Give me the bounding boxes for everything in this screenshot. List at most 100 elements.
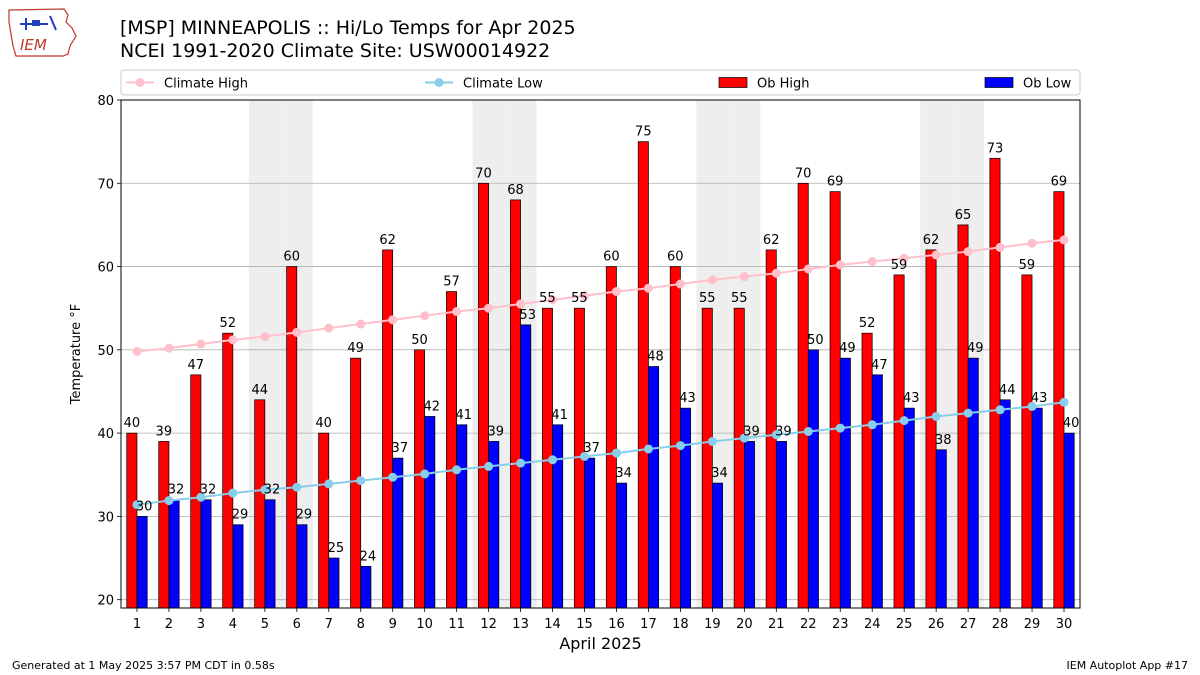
ob-low-bar	[616, 482, 628, 609]
ob-low-label: 49	[839, 341, 856, 356]
ob-high-label: 52	[859, 316, 876, 331]
climate-low-point	[995, 405, 1005, 415]
climate-high-point	[452, 307, 462, 317]
ob-low-bar	[680, 407, 691, 609]
climate-high-point	[420, 311, 430, 321]
climate-low-point	[420, 469, 430, 479]
ob-high-label: 60	[603, 250, 620, 265]
x-tick-label: 19	[704, 617, 721, 632]
climate-low-point	[771, 430, 781, 440]
ob-low-label: 29	[232, 508, 249, 523]
climate-high-point	[739, 272, 749, 282]
legend-ob-low-label: Ob Low	[1023, 77, 1072, 92]
x-tick-label: 29	[1024, 617, 1041, 632]
ob-low-bar	[424, 416, 436, 609]
ob-high-label: 55	[539, 291, 556, 306]
ob-low-label: 43	[1031, 391, 1048, 406]
ob-high-bar	[861, 332, 873, 609]
climate-high-point	[1027, 238, 1037, 248]
climate-high-point	[963, 247, 973, 257]
climate-high-line	[136, 238, 1065, 353]
ob-high-bar	[829, 191, 841, 609]
ob-low-label: 39	[775, 424, 792, 439]
footer-generated-text: Generated at 1 May 2025 3:57 PM CDT in 0…	[12, 659, 275, 672]
climate-low-point	[931, 411, 941, 421]
x-tick-label: 26	[928, 617, 945, 632]
x-tick-label: 17	[640, 617, 657, 632]
ob-high-label: 75	[635, 125, 652, 140]
ob-low-bar	[584, 457, 596, 609]
climate-low-point	[452, 465, 462, 475]
x-tick-label: 8	[357, 617, 365, 632]
ob-high-bar	[893, 274, 905, 609]
ob-low-label: 37	[392, 441, 409, 456]
climate-high-point	[899, 253, 909, 263]
legend-climate-high-label: Climate High	[164, 77, 248, 92]
ob-high-label: 40	[315, 416, 332, 431]
ob-high-label: 65	[955, 208, 972, 223]
y-tick-label: 80	[97, 94, 114, 109]
ob-high-label: 59	[891, 258, 908, 273]
climate-high-point	[611, 287, 621, 297]
x-tick-label: 10	[416, 617, 433, 632]
ob-high-bar	[925, 249, 937, 609]
x-tick-label: 23	[832, 617, 849, 632]
x-tick-label: 24	[864, 617, 881, 632]
ob-low-label: 30	[136, 499, 153, 514]
climate-high-point	[835, 260, 845, 270]
ob-high-bar	[446, 291, 457, 609]
ob-high-label: 69	[1051, 175, 1068, 190]
x-tick-label: 13	[512, 617, 529, 632]
climate-low-point	[643, 444, 653, 454]
ob-low-bar	[360, 566, 372, 609]
climate-high-point	[771, 268, 781, 278]
ob-low-label: 24	[360, 549, 377, 564]
climate-low-point	[803, 426, 813, 436]
ob-low-label: 32	[168, 483, 185, 498]
ob-low-bar	[839, 357, 851, 609]
ob-low-bar	[552, 424, 564, 609]
ob-low-label: 43	[679, 391, 696, 406]
x-tick-label: 20	[736, 617, 753, 632]
ob-high-bar	[222, 332, 234, 609]
ob-high-label: 50	[411, 333, 428, 348]
climate-low-point	[580, 451, 590, 461]
ob-low-label: 34	[615, 466, 632, 481]
x-tick-label: 12	[480, 617, 497, 632]
y-axis-title: Temperature °F	[69, 304, 84, 405]
ob-high-bar	[605, 266, 617, 609]
climate-high-point	[484, 303, 494, 313]
y-tick-label: 50	[97, 344, 114, 359]
x-tick-label: 22	[800, 617, 817, 632]
ob-high-bar	[318, 432, 330, 609]
ob-high-bar	[1021, 274, 1033, 609]
x-tick-label: 2	[165, 617, 173, 632]
ob-high-bar	[286, 266, 298, 609]
ob-low-bar	[1031, 407, 1043, 609]
climate-low-point	[1059, 397, 1069, 407]
ob-low-label: 32	[200, 483, 217, 498]
ob-low-bar	[648, 366, 660, 609]
x-tick-label: 9	[389, 617, 397, 632]
climate-low-point	[963, 408, 973, 418]
ob-low-bar	[296, 524, 308, 609]
ob-high-label: 59	[1019, 258, 1036, 273]
x-tick-label: 28	[992, 617, 1009, 632]
y-tick-label: 70	[97, 177, 114, 192]
ob-high-label: 55	[571, 291, 588, 306]
ob-high-label: 55	[699, 291, 716, 306]
ob-high-bar	[158, 441, 170, 609]
ob-low-label: 41	[455, 408, 472, 423]
climate-high-point	[548, 295, 558, 305]
plot-frame	[120, 99, 1081, 609]
footer-app-label: IEM Autoplot App #17	[1066, 659, 1189, 672]
ob-high-bar	[414, 349, 426, 609]
ob-high-label: 47	[188, 358, 205, 373]
climate-low-line	[136, 401, 1065, 506]
iem-logo: IEM	[8, 8, 77, 57]
ob-high-label: 62	[763, 233, 780, 248]
ob-low-label: 29	[296, 508, 313, 523]
climate-high-point	[580, 291, 590, 301]
ob-low-label: 48	[647, 349, 664, 364]
